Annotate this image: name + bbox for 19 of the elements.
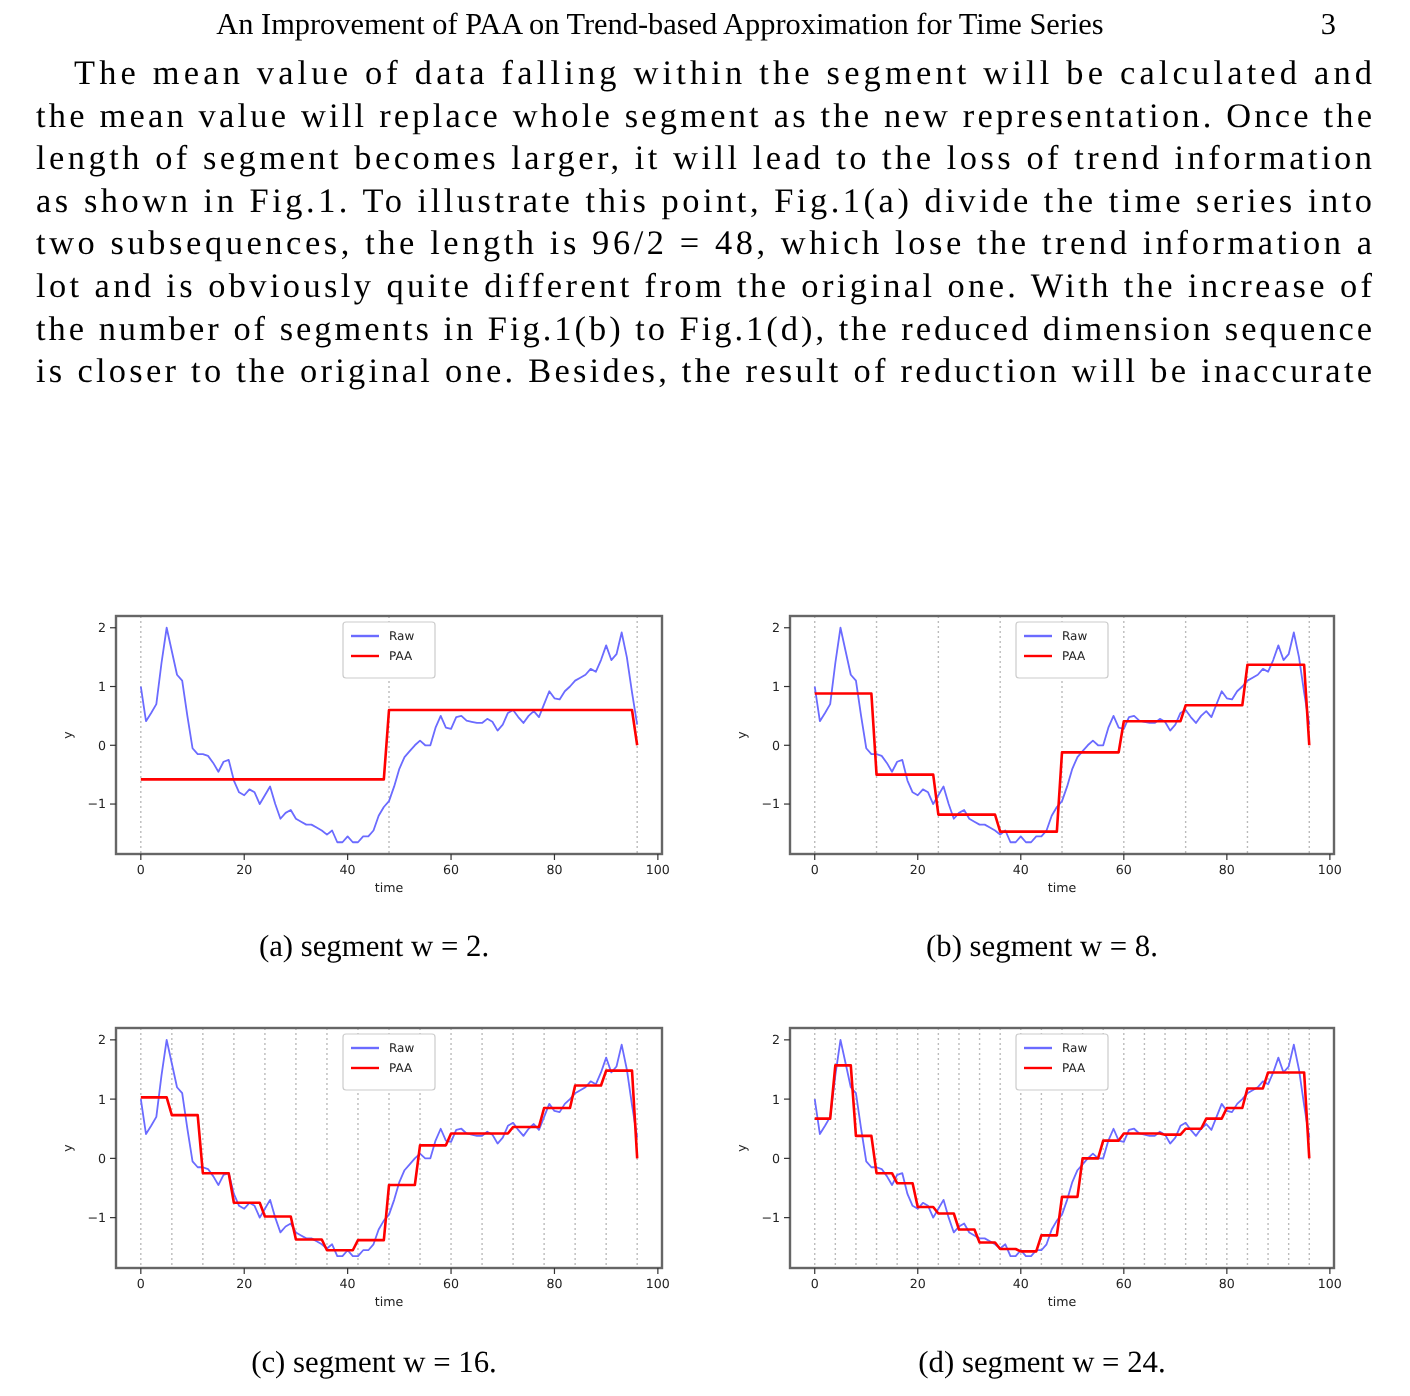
text: The mean value of data falling within the segment will be calculated and	[74, 54, 1373, 92]
text: the mean value will replace whole segment as the new representation. Once the	[36, 96, 1373, 135]
line-series	[139, 626, 639, 844]
line-series	[139, 1069, 639, 1252]
text: 3	[1320, 8, 1336, 42]
text: the number of segments in Fig.1(b) to Fig.1(d), the reduced dimension sequence	[36, 309, 1373, 348]
line-series	[813, 663, 1311, 833]
line-series	[139, 1038, 639, 1258]
text: as shown in Fig.1. To illustrate this point, Fig.1(a) divide the time series into	[36, 181, 1372, 220]
text: (b) segment w = 8.	[926, 930, 1158, 964]
text: (c) segment w = 16.	[251, 1346, 497, 1380]
text: two subsequences, the length is 96/2 = 48, which lose the trend information a	[36, 224, 1373, 263]
text: length of segment becomes larger, it will lead to the loss of trend information	[36, 139, 1373, 178]
text: is closer to the original one. Besides, the result of reduction will be inaccurate	[36, 352, 1373, 391]
text: lot and is obviously quite different from the original one. With the increase of	[36, 267, 1373, 305]
text: An Improvement of PAA on Trend-based Approximation for Time Series	[216, 8, 1104, 42]
text: (d) segment w = 24.	[918, 1346, 1166, 1380]
line-series	[813, 626, 1311, 844]
text: (a) segment w = 2.	[258, 930, 490, 964]
